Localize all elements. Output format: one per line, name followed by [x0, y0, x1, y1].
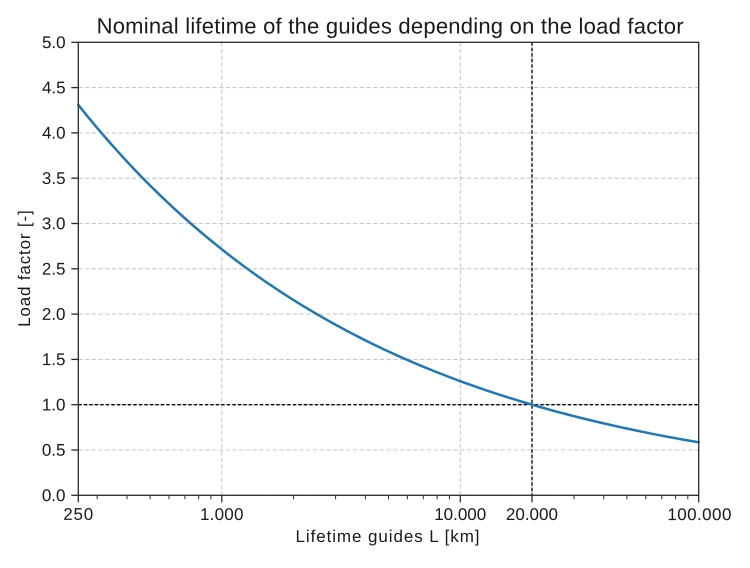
svg-text:2.0: 2.0 — [42, 305, 66, 324]
svg-text:1.000: 1.000 — [200, 505, 244, 524]
svg-text:1.0: 1.0 — [42, 395, 66, 414]
svg-text:3.0: 3.0 — [42, 214, 66, 233]
svg-text:4.0: 4.0 — [42, 124, 66, 143]
svg-text:4.5: 4.5 — [42, 78, 66, 97]
svg-text:0.0: 0.0 — [42, 486, 66, 505]
svg-text:3.5: 3.5 — [42, 169, 66, 188]
svg-text:0.5: 0.5 — [42, 441, 66, 460]
svg-text:1.5: 1.5 — [42, 350, 66, 369]
svg-text:100.000: 100.000 — [667, 505, 731, 524]
svg-text:20.000: 20.000 — [506, 505, 558, 524]
svg-text:Lifetime guides L [km]: Lifetime guides L [km] — [296, 527, 480, 546]
svg-text:10.000: 10.000 — [434, 505, 486, 524]
svg-text:Nominal lifetime of the guides: Nominal lifetime of the guides depending… — [97, 13, 684, 38]
svg-text:5.0: 5.0 — [42, 33, 66, 52]
svg-text:Load factor [-]: Load factor [-] — [15, 210, 34, 327]
svg-text:2.5: 2.5 — [42, 260, 66, 279]
svg-text:250: 250 — [63, 505, 93, 524]
